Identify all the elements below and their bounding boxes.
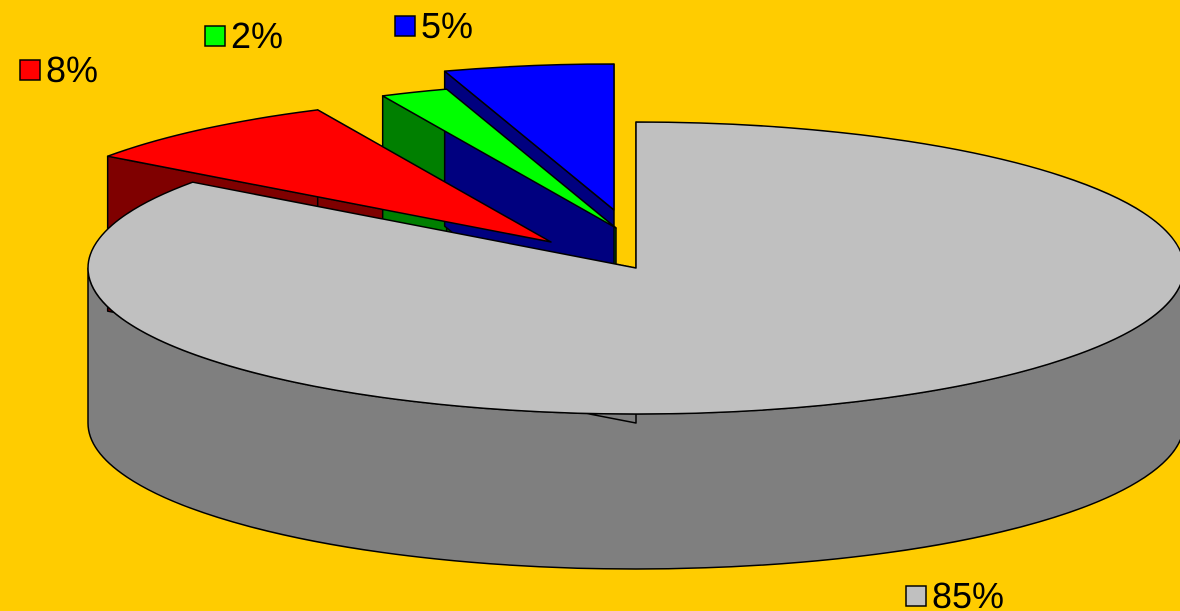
slice-labels: 85% 8% 2% 5%: [19, 5, 1004, 611]
slice-8-label-text: 8%: [46, 49, 98, 90]
pie-tops: [87, 63, 1180, 415]
slice-8-label: 8%: [19, 49, 98, 90]
slice-85-label-text: 85%: [932, 575, 1004, 611]
slice-5-label-swatch: [394, 15, 416, 37]
slice-8-label-swatch: [19, 59, 41, 81]
slice-85-label-swatch: [905, 585, 927, 607]
slice-5-label: 5%: [394, 5, 473, 46]
slice-2-top: [381, 88, 617, 229]
slice-5-label-text: 5%: [421, 5, 473, 46]
slice-2-label-text: 2%: [231, 15, 283, 56]
slice-8-top: [106, 109, 552, 243]
slice-5-top: [443, 63, 615, 211]
slice-2-label: 2%: [204, 15, 283, 56]
slice-85-label: 85%: [905, 575, 1004, 611]
slice-2-label-swatch: [204, 25, 226, 47]
slice-85-top: [87, 121, 1180, 415]
